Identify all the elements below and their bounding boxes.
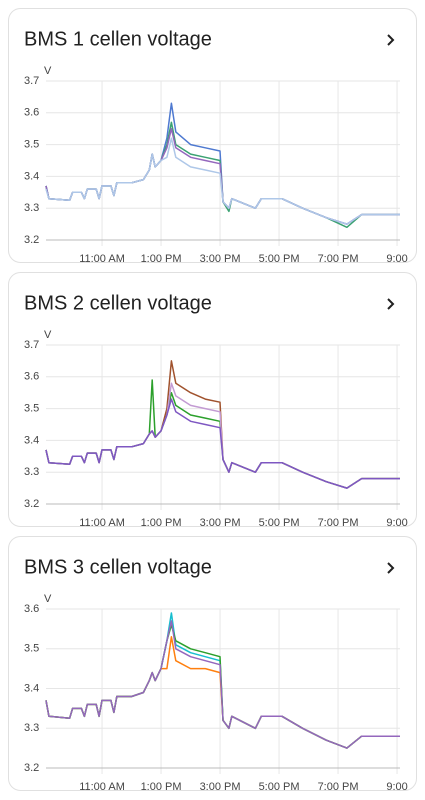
x-tick-label: 1:00 PM xyxy=(141,781,182,793)
card-title: BMS 3 cellen voltage xyxy=(24,556,212,578)
x-tick-label: 5:00 PM xyxy=(259,517,300,529)
y-tick-label: 3.2 xyxy=(24,498,39,510)
x-tick-label: 1:00 PM xyxy=(141,517,182,529)
y-tick-label: 3.3 xyxy=(24,202,39,214)
x-tick-label: 9:00 xyxy=(386,781,407,793)
y-tick-label: 3.5 xyxy=(24,643,39,655)
x-tick-label: 7:00 PM xyxy=(318,253,359,265)
y-tick-label: 3.5 xyxy=(24,139,39,151)
y-tick-label: 3.7 xyxy=(24,339,39,351)
x-tick-label: 1:00 PM xyxy=(141,253,182,265)
y-axis-label: V xyxy=(44,329,52,341)
y-axis-label: V xyxy=(44,593,52,605)
x-tick-label: 11:00 AM xyxy=(79,781,125,793)
x-tick-label: 7:00 PM xyxy=(318,517,359,529)
card-title: BMS 1 cellen voltage xyxy=(24,28,212,50)
y-axis-label: V xyxy=(44,65,52,77)
series-line xyxy=(45,398,400,489)
x-tick-label: 9:00 xyxy=(386,253,407,265)
y-tick-label: 3.2 xyxy=(24,234,39,246)
y-tick-label: 3.6 xyxy=(24,371,39,383)
card[interactable] xyxy=(8,8,417,263)
card[interactable] xyxy=(8,536,417,791)
x-tick-label: 9:00 xyxy=(386,517,407,529)
y-tick-label: 3.4 xyxy=(24,682,39,694)
y-tick-label: 3.6 xyxy=(24,603,39,615)
y-tick-label: 3.6 xyxy=(24,107,39,119)
x-tick-label: 3:00 PM xyxy=(200,253,241,265)
x-tick-label: 11:00 AM xyxy=(79,517,125,529)
x-tick-label: 7:00 PM xyxy=(318,781,359,793)
card-title: BMS 2 cellen voltage xyxy=(24,292,212,314)
y-tick-label: 3.5 xyxy=(24,403,39,415)
chevron-icon[interactable] xyxy=(387,562,395,574)
series-line xyxy=(45,620,400,749)
y-tick-label: 3.3 xyxy=(24,466,39,478)
x-tick-label: 11:00 AM xyxy=(79,253,125,265)
x-tick-label: 5:00 PM xyxy=(259,253,300,265)
y-tick-label: 3.7 xyxy=(24,75,39,87)
y-tick-label: 3.3 xyxy=(24,722,39,734)
y-tick-label: 3.4 xyxy=(24,434,39,446)
series-line xyxy=(45,137,400,225)
card[interactable] xyxy=(8,272,417,527)
chevron-icon[interactable] xyxy=(387,298,395,310)
chevron-icon[interactable] xyxy=(387,34,395,46)
y-tick-label: 3.2 xyxy=(24,762,39,774)
x-tick-label: 3:00 PM xyxy=(200,517,241,529)
y-tick-label: 3.4 xyxy=(24,170,39,182)
x-tick-label: 5:00 PM xyxy=(259,781,300,793)
x-tick-label: 3:00 PM xyxy=(200,781,241,793)
